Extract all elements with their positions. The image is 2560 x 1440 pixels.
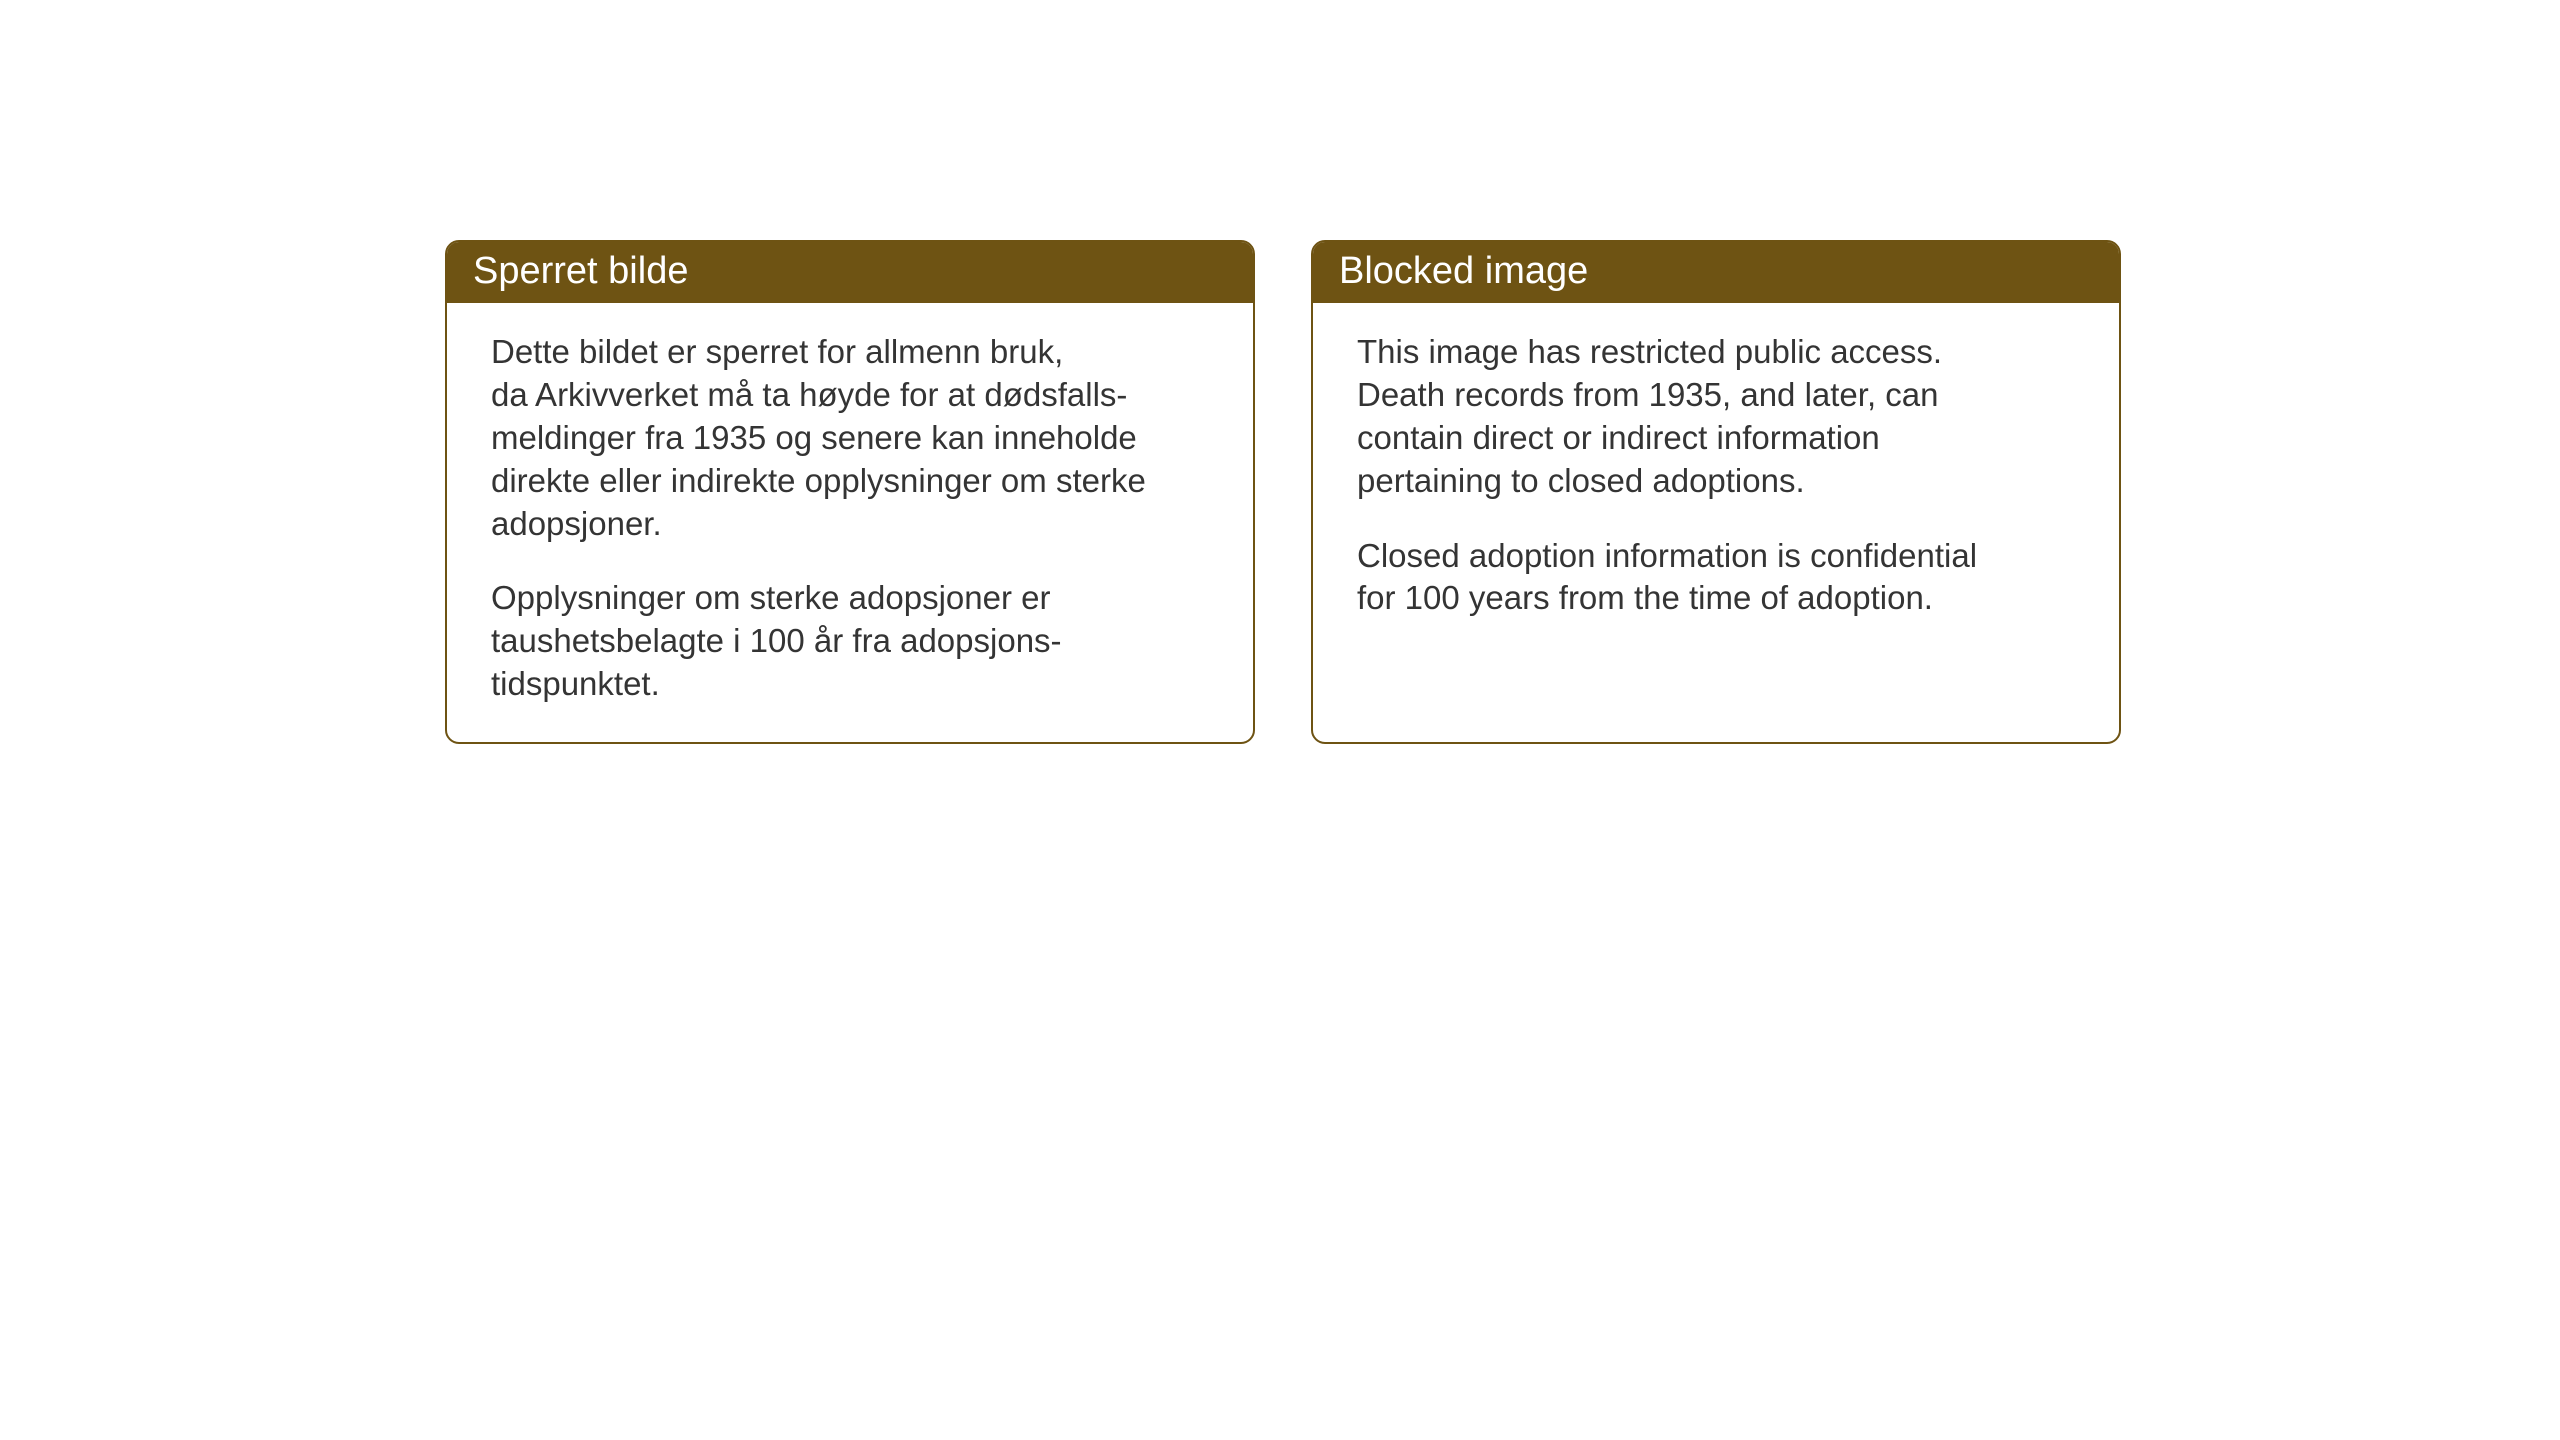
card-title: Sperret bilde: [473, 250, 688, 292]
card-header-norwegian: Sperret bilde: [447, 242, 1253, 303]
card-paragraph: Closed adoption information is confident…: [1357, 535, 2075, 621]
notice-card-norwegian: Sperret bilde Dette bildet er sperret fo…: [445, 240, 1255, 744]
card-paragraph: Dette bildet er sperret for allmenn bruk…: [491, 331, 1209, 545]
notice-card-english: Blocked image This image has restricted …: [1311, 240, 2121, 744]
card-body-norwegian: Dette bildet er sperret for allmenn bruk…: [447, 303, 1253, 742]
notice-container: Sperret bilde Dette bildet er sperret fo…: [445, 240, 2121, 744]
card-title: Blocked image: [1339, 250, 1588, 292]
card-paragraph: Opplysninger om sterke adopsjoner er tau…: [491, 577, 1209, 706]
card-header-english: Blocked image: [1313, 242, 2119, 303]
card-paragraph: This image has restricted public access.…: [1357, 331, 2075, 503]
card-body-english: This image has restricted public access.…: [1313, 303, 2119, 656]
